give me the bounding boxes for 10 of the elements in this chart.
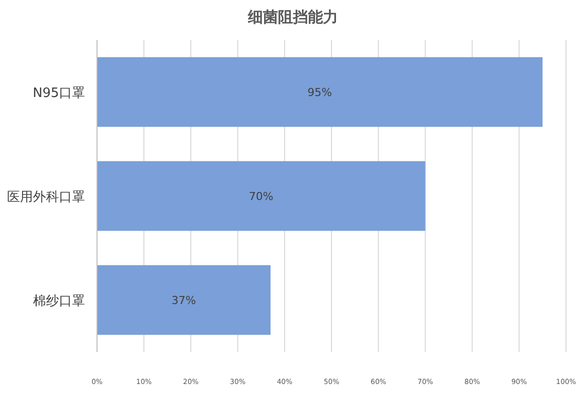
bar [97, 57, 543, 127]
bar [97, 161, 426, 231]
chart-title: 细菌阻挡能力 [247, 8, 338, 26]
data-label: 95% [308, 86, 332, 99]
y-tick-label: 棉纱口罩 [33, 294, 85, 309]
y-tick-label: N95口罩 [32, 86, 85, 101]
bar [97, 265, 271, 335]
data-label: 37% [172, 294, 196, 307]
data-label: 70% [248, 190, 274, 203]
y-tick-label: 医用外科口罩 [7, 190, 85, 205]
